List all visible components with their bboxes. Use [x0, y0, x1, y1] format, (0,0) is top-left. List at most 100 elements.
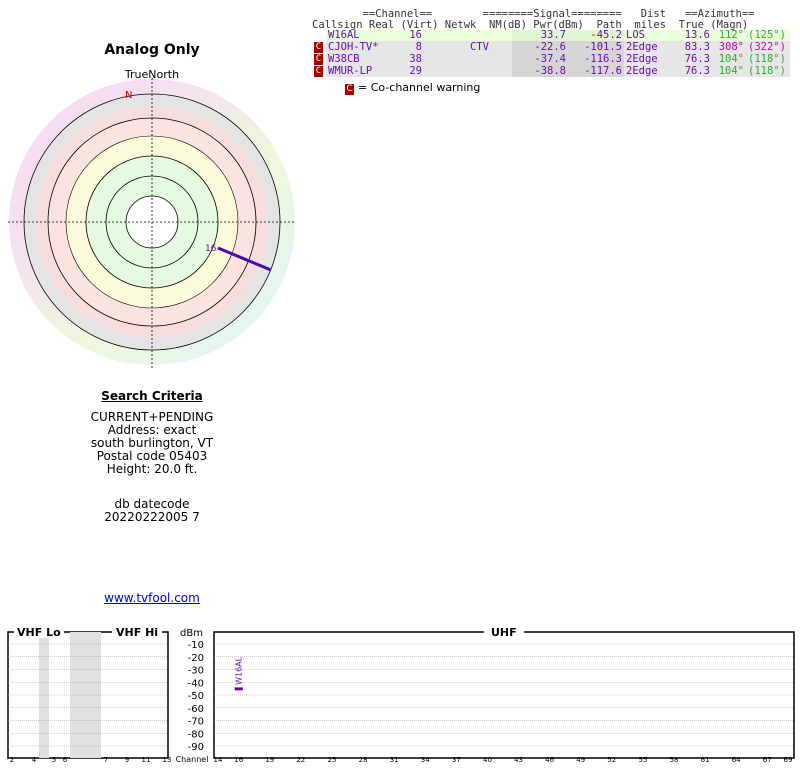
- true-azimuth-cell: 308°: [712, 41, 746, 53]
- warning-cell: C: [312, 41, 326, 53]
- channel-tick-label: 25: [328, 756, 337, 764]
- power-cell: -117.6: [568, 65, 624, 77]
- criteria-heading: Search Criteria: [52, 390, 252, 403]
- callsign-cell: W16AL: [326, 30, 396, 41]
- channel-tick-label: 61: [701, 756, 710, 764]
- co-channel-legend: C = Co-channel warning: [345, 81, 480, 95]
- true-azimuth-cell: 104°: [712, 53, 746, 65]
- network-cell: [468, 30, 512, 41]
- co-channel-warning-icon: C: [314, 42, 323, 53]
- network-cell: [468, 65, 512, 77]
- nm-cell: -37.4: [512, 53, 568, 65]
- channel-tick-label: 40: [483, 756, 492, 764]
- channel-tick-label: 7: [104, 756, 108, 764]
- vhf-lo-label: VHF Lo: [17, 626, 61, 639]
- warning-cell: C: [312, 53, 326, 65]
- channel-tick-label: 52: [607, 756, 616, 764]
- search-criteria: Search Criteria CURRENT+PENDING Address:…: [52, 390, 252, 524]
- path-cell: 2Edge: [624, 53, 668, 65]
- uhf-label: UHF: [491, 626, 517, 639]
- network-cell: [468, 53, 512, 65]
- distance-cell: 76.3: [668, 53, 712, 65]
- channel-tick-label: 11: [142, 756, 151, 764]
- real-channel-cell: 29: [396, 65, 424, 77]
- channel-tick-label: 46: [545, 756, 554, 764]
- true-azimuth-cell: 104°: [712, 65, 746, 77]
- true-azimuth-cell: 112°: [712, 30, 746, 41]
- real-channel-cell: 16: [396, 30, 424, 41]
- channel-tick-label: 13: [163, 756, 172, 764]
- station-row[interactable]: W16AL 16 33.7 -45.2 LOS 13.6 112° (125°): [312, 30, 790, 41]
- channel-tick-label: 49: [576, 756, 585, 764]
- radar-station-label: 16: [205, 244, 217, 254]
- power-cell: -45.2: [568, 30, 624, 41]
- dbm-tick-label: -70: [188, 717, 204, 728]
- station-row[interactable]: C CJOH-TV* 8 CTV -22.6 -101.5 2Edge 83.3 308° (32…: [312, 41, 790, 53]
- dbm-tick-label: -60: [188, 704, 204, 715]
- dbm-tick-label: -10: [188, 640, 204, 651]
- path-cell: LOS: [624, 30, 668, 41]
- co-channel-warning-icon: C: [314, 66, 323, 77]
- tvfool-link[interactable]: www.tvfool.com: [52, 591, 252, 605]
- co-channel-warning-icon: C: [314, 54, 323, 65]
- channel-tick-label: 37: [452, 756, 461, 764]
- channel-tick-label: 43: [514, 756, 523, 764]
- channel-tick-label: 19: [265, 756, 274, 764]
- co-channel-warning-icon: C: [345, 84, 354, 95]
- channel-tick-label: 6: [63, 756, 68, 764]
- distance-cell: 13.6: [668, 30, 712, 41]
- dbm-tick-label: -40: [188, 678, 204, 689]
- magnetic-azimuth-cell: (118°): [746, 65, 790, 77]
- db-datecode-value: 20220222005 7: [52, 511, 252, 524]
- virtual-channel-cell: [424, 30, 468, 41]
- magnetic-azimuth-cell: (118°): [746, 53, 790, 65]
- channel-tick-label: 22: [296, 756, 305, 764]
- channel-tick-label: 64: [732, 756, 741, 764]
- virtual-channel-cell: [424, 65, 468, 77]
- channel-tick-label: 5: [52, 756, 56, 764]
- station-table: ==Channel== ========Signal======== Dist …: [312, 8, 790, 77]
- channel-tick-label: 2: [10, 756, 14, 764]
- callsign-cell: CJOH-TV*: [326, 41, 396, 53]
- signal-bar-label: W16AL: [235, 656, 244, 685]
- nm-cell: -38.8: [512, 65, 568, 77]
- dbm-tick-label: -90: [188, 742, 204, 753]
- stations-table-body: W16AL 16 33.7 -45.2 LOS 13.6 112° (125°) C CJOH-T…: [312, 30, 790, 77]
- channel-tick-label: 55: [638, 756, 647, 764]
- channel-tick-label: 58: [670, 756, 679, 764]
- channel-tick-label: 69: [784, 756, 793, 764]
- callsign-cell: W38CB: [326, 53, 396, 65]
- dbm-tick-label: -80: [188, 729, 204, 740]
- path-cell: 2Edge: [624, 41, 668, 53]
- warning-cell: [312, 30, 326, 41]
- vhf-hi-label: VHF Hi: [116, 626, 158, 639]
- real-channel-cell: 38: [396, 53, 424, 65]
- magnetic-azimuth-cell: (322°): [746, 41, 790, 53]
- nm-cell: -22.6: [512, 41, 568, 53]
- channel-tick-label: 67: [763, 756, 772, 764]
- distance-cell: 83.3: [668, 41, 712, 53]
- warning-cell: C: [312, 65, 326, 77]
- spectrum-chart: VHF Lo VHF Hi UHFdBm-10-20-30-40-50-60-70-…: [0, 622, 800, 768]
- criteria-line: Height: 20.0 ft.: [52, 463, 252, 476]
- channel-tick-label: 28: [359, 756, 368, 764]
- channel-tick-label: 16: [234, 756, 243, 764]
- page-title: Analog Only: [52, 42, 252, 58]
- channel-tick-label: 14: [214, 756, 223, 764]
- station-row[interactable]: C WMUR-LP 29 -38.8 -117.6 2Edge 76.3 104° (118°): [312, 65, 790, 77]
- channel-tick-label: 31: [390, 756, 399, 764]
- virtual-channel-cell: [424, 53, 468, 65]
- distance-cell: 76.3: [668, 65, 712, 77]
- station-row[interactable]: C W38CB 38 -37.4 -116.3 2Edge 76.3 104° (118°): [312, 53, 790, 65]
- radar-plot: N 16: [0, 78, 310, 378]
- power-cell: -101.5: [568, 41, 624, 53]
- compass-n: N: [125, 90, 132, 101]
- dbm-label: dBm: [180, 628, 203, 639]
- callsign-cell: WMUR-LP: [326, 65, 396, 77]
- magnetic-azimuth-cell: (125°): [746, 30, 790, 41]
- co-channel-note: = Co-channel warning: [358, 81, 480, 94]
- path-cell: 2Edge: [624, 65, 668, 77]
- channel-tick-label: 34: [421, 756, 430, 764]
- dbm-tick-label: -50: [188, 691, 204, 702]
- network-cell: CTV: [468, 41, 512, 53]
